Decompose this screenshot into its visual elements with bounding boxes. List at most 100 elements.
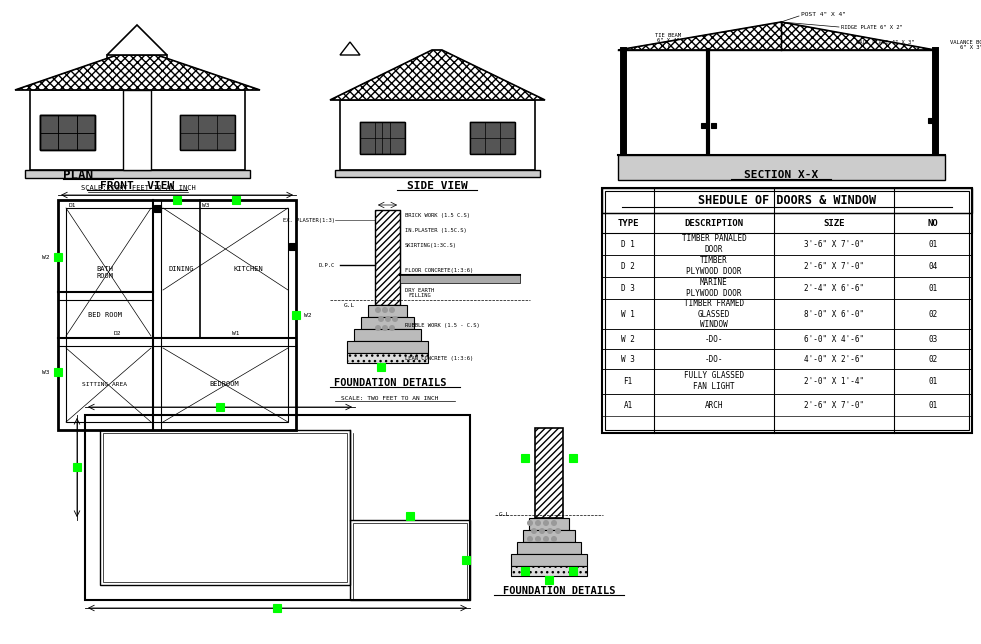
Circle shape (389, 325, 395, 331)
Circle shape (531, 528, 537, 534)
Polygon shape (107, 25, 167, 55)
Text: W1: W1 (232, 330, 239, 336)
Text: WALL PLATE 4" X 3": WALL PLATE 4" X 3" (855, 39, 914, 44)
Bar (40, 115, 95, 150)
Bar (54, 368, 62, 376)
Bar (30, 90, 245, 170)
Text: -DO-: -DO- (704, 354, 723, 363)
Bar (602, 213, 972, 233)
Bar (368, 305, 407, 317)
Text: SECTION X-X: SECTION X-X (744, 170, 818, 180)
Circle shape (527, 536, 533, 542)
Bar (605, 191, 969, 430)
Bar (340, 100, 535, 170)
Text: SIDE VIEW: SIDE VIEW (407, 181, 467, 191)
Text: BEDROOM: BEDROOM (209, 381, 239, 387)
Bar (154, 205, 161, 212)
Bar (180, 115, 235, 150)
Text: FLOOR CONCRETE(1:3:6): FLOOR CONCRETE(1:3:6) (405, 267, 473, 272)
Text: FOUNDATION DETAILS: FOUNDATION DETAILS (334, 378, 446, 388)
Text: SKIRTING(1:3C.S): SKIRTING(1:3C.S) (405, 243, 457, 247)
Bar (273, 604, 281, 612)
Polygon shape (618, 22, 935, 50)
Circle shape (543, 520, 549, 526)
Text: D 2: D 2 (621, 261, 635, 270)
Circle shape (555, 528, 561, 534)
Text: PLAN: PLAN (63, 169, 93, 182)
Text: D 3: D 3 (621, 283, 635, 292)
Text: KITCHEN: KITCHEN (233, 266, 263, 272)
Text: LEAN CONCRETE (1:3:6): LEAN CONCRETE (1:3:6) (405, 355, 473, 361)
Text: FRONT  VIEW: FRONT VIEW (100, 181, 174, 191)
Bar (54, 253, 62, 261)
Text: 2'-0" X 1'-4": 2'-0" X 1'-4" (804, 377, 864, 386)
Text: 03: 03 (928, 334, 938, 343)
Circle shape (535, 536, 541, 542)
Text: -DO-: -DO- (704, 334, 723, 343)
Text: TIMBER
PLYWOOD DOOR: TIMBER PLYWOOD DOOR (687, 256, 742, 276)
Bar (470, 122, 515, 154)
Text: BED ROOM: BED ROOM (88, 312, 122, 318)
Text: 02: 02 (928, 354, 938, 363)
Bar (85, 415, 470, 600)
Bar (602, 233, 972, 255)
Text: 8'-0" X 6'-0": 8'-0" X 6'-0" (804, 310, 864, 319)
Text: 01: 01 (928, 240, 938, 249)
Bar (523, 530, 575, 542)
Polygon shape (340, 42, 360, 55)
Bar (335, 170, 540, 177)
Text: NO: NO (928, 218, 939, 227)
Bar (602, 188, 972, 213)
Circle shape (527, 520, 533, 526)
Bar (701, 123, 706, 128)
Bar (66, 208, 288, 422)
Bar (40, 115, 95, 150)
Text: FOUNDATION DETAILS: FOUNDATION DETAILS (502, 586, 615, 596)
Text: TIMBER FRAMED
GLASSED
WINDOW: TIMBER FRAMED GLASSED WINDOW (684, 299, 744, 329)
Text: 02: 02 (928, 310, 938, 319)
Bar (711, 123, 716, 128)
Bar (360, 122, 405, 154)
Text: W 2: W 2 (621, 334, 635, 343)
Text: IN.PLASTER (1.5C.S): IN.PLASTER (1.5C.S) (405, 227, 467, 232)
Circle shape (375, 307, 381, 313)
Bar (602, 369, 972, 394)
Bar (928, 118, 933, 123)
Text: 2'-4" X 6'-6": 2'-4" X 6'-6" (804, 283, 864, 292)
Bar (602, 329, 972, 349)
Text: 01: 01 (928, 377, 938, 386)
Circle shape (375, 325, 381, 331)
Circle shape (389, 307, 395, 313)
Circle shape (385, 316, 391, 322)
Bar (123, 90, 151, 170)
Bar (521, 567, 529, 575)
Bar (602, 394, 972, 416)
Text: MARINE
PLYWOOD DOOR: MARINE PLYWOOD DOOR (687, 278, 742, 298)
Text: W 1: W 1 (621, 310, 635, 319)
Text: TIE BEAM
6" X 4": TIE BEAM 6" X 4" (655, 33, 681, 43)
Bar (180, 115, 235, 150)
Text: G.L: G.L (343, 303, 355, 307)
Circle shape (382, 307, 388, 313)
Text: SIZE: SIZE (823, 218, 845, 227)
Text: SCALE:EIGHT FEET TO AN INCH: SCALE:EIGHT FEET TO AN INCH (80, 185, 195, 191)
Polygon shape (330, 50, 545, 100)
Circle shape (392, 316, 398, 322)
Text: VALANCE BOARD
6" X 3": VALANCE BOARD 6" X 3" (950, 39, 981, 50)
Bar (602, 349, 972, 369)
Bar (103, 433, 347, 582)
Bar (602, 299, 972, 329)
Circle shape (547, 528, 553, 534)
Circle shape (551, 536, 557, 542)
Bar (569, 567, 577, 575)
Bar (602, 277, 972, 299)
Bar (400, 275, 520, 283)
Bar (375, 210, 400, 305)
Bar (173, 196, 181, 204)
Text: BRICK WORK (1.5 C.S): BRICK WORK (1.5 C.S) (405, 213, 470, 218)
Text: W 3: W 3 (621, 354, 635, 363)
Bar (347, 353, 428, 363)
Text: D2: D2 (113, 330, 121, 336)
Text: D 1: D 1 (621, 240, 635, 249)
Text: 2'-6" X 7'-0": 2'-6" X 7'-0" (804, 401, 864, 410)
